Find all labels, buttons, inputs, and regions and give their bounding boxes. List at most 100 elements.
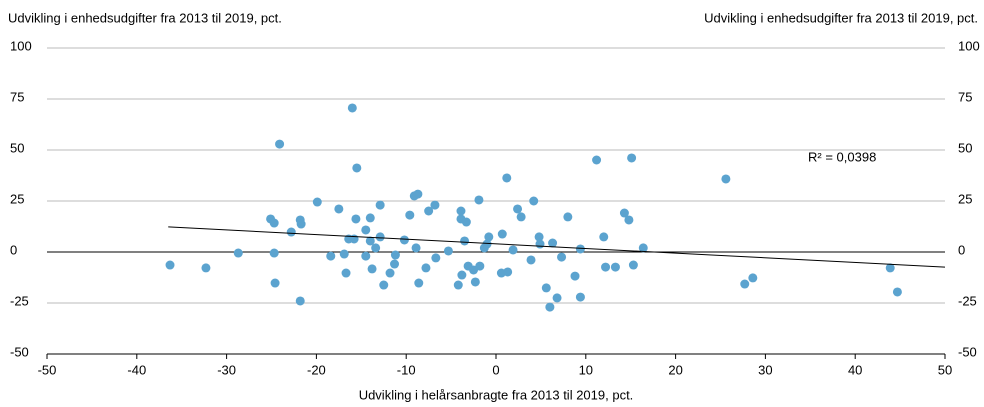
point — [513, 204, 523, 214]
point — [575, 292, 585, 302]
point — [535, 239, 545, 249]
point — [411, 243, 421, 253]
x-tick-label: -20 — [307, 362, 326, 377]
point — [326, 251, 336, 261]
point — [592, 155, 602, 165]
point — [484, 232, 494, 242]
point — [349, 234, 359, 244]
y2-tick-label: 25 — [958, 191, 972, 206]
point — [548, 238, 558, 248]
y2-tick-label: -50 — [958, 344, 977, 359]
point — [361, 225, 371, 235]
point — [312, 197, 322, 207]
point — [367, 264, 377, 274]
point — [503, 267, 513, 277]
x-tick-label: -10 — [397, 362, 416, 377]
y-tick-label: 25 — [10, 191, 24, 206]
point — [628, 260, 638, 270]
point — [638, 243, 648, 253]
point — [365, 236, 375, 246]
point — [375, 200, 385, 210]
y-tick-label: 0 — [10, 242, 17, 257]
point — [740, 279, 750, 289]
y2-title: Udvikling i enhedsudgifter fra 2013 til … — [704, 10, 978, 25]
point — [269, 248, 279, 258]
point — [165, 260, 175, 270]
y2-tick-label: 100 — [958, 38, 980, 53]
point — [627, 153, 637, 163]
point — [341, 268, 351, 278]
point — [379, 280, 389, 290]
point — [233, 248, 243, 258]
point — [375, 232, 385, 242]
point — [413, 189, 423, 199]
point — [399, 235, 409, 245]
chart-title: Udvikling i enhedsudgifter fra 2013 til … — [8, 10, 282, 25]
y2-tick-label: 50 — [958, 140, 972, 155]
point — [453, 280, 463, 290]
point — [552, 293, 562, 303]
point — [474, 195, 484, 205]
point — [361, 251, 371, 261]
y2-tick-label: 0 — [958, 242, 965, 257]
point — [351, 214, 361, 224]
point — [534, 232, 544, 242]
point — [619, 208, 629, 218]
point — [390, 259, 400, 269]
x-tick-label: 0 — [492, 362, 499, 377]
point — [296, 219, 306, 229]
y-tick-label: 100 — [10, 38, 32, 53]
point — [405, 210, 415, 220]
point — [201, 263, 211, 273]
point — [430, 200, 440, 210]
point — [502, 173, 512, 183]
point — [339, 249, 349, 259]
x-tick-label: 20 — [668, 362, 682, 377]
y-tick-label: 75 — [10, 89, 24, 104]
y2-tick-label: -25 — [958, 293, 977, 308]
point — [570, 271, 580, 281]
point — [461, 217, 471, 227]
y-tick-label: -50 — [10, 344, 29, 359]
point — [269, 218, 279, 228]
x-tick-label: -40 — [127, 362, 146, 377]
point — [526, 255, 536, 265]
point — [610, 262, 620, 272]
point — [443, 246, 453, 256]
point — [470, 277, 480, 287]
x-tick-label: 30 — [758, 362, 772, 377]
y-tick-label: 50 — [10, 140, 24, 155]
point — [516, 212, 526, 222]
point — [624, 215, 634, 225]
x-tick-label: 40 — [848, 362, 862, 377]
point — [497, 229, 507, 239]
point — [557, 252, 567, 262]
point — [431, 253, 441, 263]
point — [390, 250, 400, 260]
point — [563, 212, 573, 222]
point — [371, 243, 381, 253]
x-tick-label: 50 — [938, 362, 952, 377]
point — [508, 245, 518, 255]
point — [334, 204, 344, 214]
point — [295, 296, 305, 306]
point — [365, 213, 375, 223]
point — [270, 278, 280, 288]
x-tick-label: -30 — [217, 362, 236, 377]
point — [482, 239, 492, 249]
point — [275, 139, 285, 149]
y2-tick-label: 75 — [958, 89, 972, 104]
x-tick-label: 10 — [579, 362, 593, 377]
point — [456, 206, 466, 216]
point — [347, 103, 357, 113]
point — [529, 196, 539, 206]
point — [385, 268, 395, 278]
point — [601, 262, 611, 272]
annotation: R² = 0,0398 — [808, 149, 876, 164]
point — [748, 273, 758, 283]
point — [457, 270, 467, 280]
point — [286, 227, 296, 237]
x-axis-label: Udvikling i helårsanbragte fra 2013 til … — [359, 387, 634, 402]
point — [414, 278, 424, 288]
